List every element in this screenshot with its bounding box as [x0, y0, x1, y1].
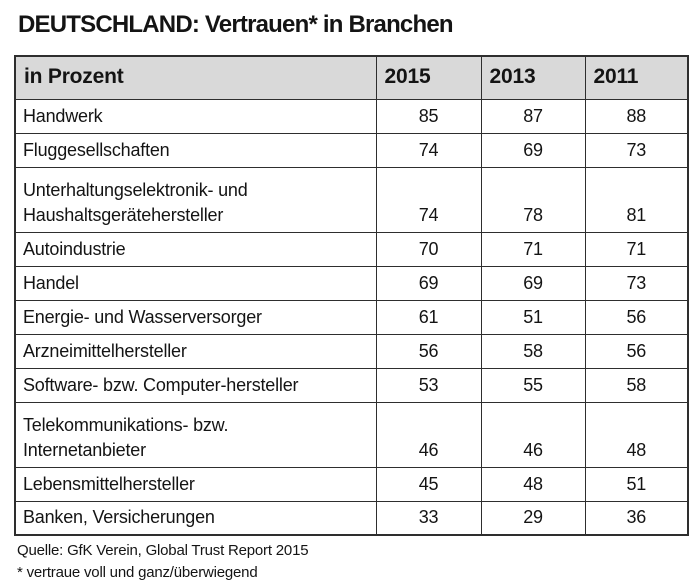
table-row: Software- bzw. Computer-hersteller 53 55… [14, 367, 689, 403]
footer: Quelle: GfK Verein, Global Trust Report … [17, 540, 700, 583]
table-header: in Prozent 2015 2013 2011 [14, 55, 689, 100]
row-label: Handwerk [14, 98, 377, 134]
row-label: Unterhaltungselektronik- und Haushaltsge… [14, 166, 377, 233]
table-row: Handel 69 69 73 [14, 265, 689, 301]
cell-value: 73 [584, 132, 689, 168]
cell-value: 51 [480, 299, 586, 335]
cell-value: 74 [375, 166, 482, 233]
cell-value: 46 [480, 401, 586, 468]
cell-value: 71 [480, 231, 586, 267]
cell-value: 85 [375, 98, 482, 134]
cell-value: 88 [584, 98, 689, 134]
cell-value: 36 [584, 500, 689, 536]
cell-value: 51 [584, 466, 689, 502]
cell-value: 56 [584, 333, 689, 369]
cell-value: 33 [375, 500, 482, 536]
cell-value: 87 [480, 98, 586, 134]
cell-value: 70 [375, 231, 482, 267]
cell-value: 53 [375, 367, 482, 403]
cell-value: 69 [375, 265, 482, 301]
cell-value: 78 [480, 166, 586, 233]
row-label: Handel [14, 265, 377, 301]
row-label: Lebensmittelhersteller [14, 466, 377, 502]
row-label: Arzneimittelhersteller [14, 333, 377, 369]
header-row: in Prozent 2015 2013 2011 [14, 55, 689, 100]
page-title: DEUTSCHLAND: Vertrauen* in Branchen [18, 11, 454, 38]
source-line: Quelle: GfK Verein, Global Trust Report … [17, 542, 309, 559]
column-header-2015: 2015 [375, 55, 482, 100]
row-label: Fluggesellschaften [14, 132, 377, 168]
column-header-2011: 2011 [584, 55, 689, 100]
cell-value: 71 [584, 231, 689, 267]
footnote-line: * vertraue voll und ganz/überwiegend [17, 564, 258, 581]
cell-value: 81 [584, 166, 689, 233]
trust-by-industry-table: in Prozent 2015 2013 2011 Handwerk 85 87… [14, 55, 689, 536]
table-row: Handwerk 85 87 88 [14, 98, 689, 134]
cell-value: 73 [584, 265, 689, 301]
cell-value: 46 [375, 401, 482, 468]
cell-value: 55 [480, 367, 586, 403]
cell-value: 58 [480, 333, 586, 369]
row-label: Telekommunikations- bzw. Internetanbiete… [14, 401, 377, 468]
cell-value: 29 [480, 500, 586, 536]
cell-value: 61 [375, 299, 482, 335]
row-label: Banken, Versicherungen [14, 500, 377, 536]
row-label: Energie- und Wasserversorger [14, 299, 377, 335]
cell-value: 69 [480, 132, 586, 168]
cell-value: 56 [584, 299, 689, 335]
table-row: Unterhaltungselektronik- und Haushaltsge… [14, 166, 689, 233]
table-row: Telekommunikations- bzw. Internetanbiete… [14, 401, 689, 468]
row-label: Autoindustrie [14, 231, 377, 267]
table-row: Lebensmittelhersteller 45 48 51 [14, 466, 689, 502]
cell-value: 48 [584, 401, 689, 468]
column-header-2013: 2013 [480, 55, 586, 100]
cell-value: 69 [480, 265, 586, 301]
row-label: Software- bzw. Computer-hersteller [14, 367, 377, 403]
unit-header: in Prozent [14, 55, 377, 100]
cell-value: 45 [375, 466, 482, 502]
cell-value: 74 [375, 132, 482, 168]
table-row: Energie- und Wasserversorger 61 51 56 [14, 299, 689, 335]
table-row: Autoindustrie 70 71 71 [14, 231, 689, 267]
table-row: Fluggesellschaften 74 69 73 [14, 132, 689, 168]
table-body: Handwerk 85 87 88 Fluggesellschaften 74 … [14, 98, 689, 536]
cell-value: 48 [480, 466, 586, 502]
table-row: Arzneimittelhersteller 56 58 56 [14, 333, 689, 369]
cell-value: 58 [584, 367, 689, 403]
table-row: Banken, Versicherungen 33 29 36 [14, 500, 689, 536]
cell-value: 56 [375, 333, 482, 369]
